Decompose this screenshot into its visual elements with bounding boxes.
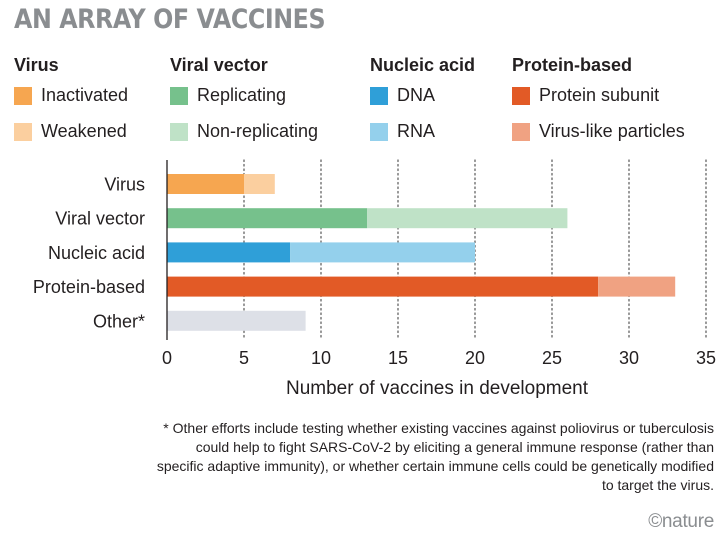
legend-group-protein-based: Protein-based Protein subunit Virus-like… xyxy=(512,54,685,141)
legend-swatch xyxy=(370,86,388,105)
category-label: Viral vector xyxy=(55,209,145,229)
x-tick-label: 10 xyxy=(311,348,331,368)
bar-segment-replicating xyxy=(167,208,368,229)
category-label: Virus xyxy=(104,175,145,195)
legend-group-virus: Virus Inactivated Weakened xyxy=(14,54,128,141)
bar-segment-rna xyxy=(290,242,475,263)
legend-label: Non-replicating xyxy=(197,121,319,141)
legend-group-title: Virus xyxy=(14,55,59,75)
credit: ©nature xyxy=(648,511,714,532)
legend-swatch xyxy=(170,86,188,105)
x-axis-label: Number of vaccines in development xyxy=(286,378,589,399)
legend-label: Virus-like particles xyxy=(539,121,685,141)
x-tick-label: 35 xyxy=(696,348,716,368)
legend-label: Replicating xyxy=(197,85,287,105)
bar-segment-protein-subunit xyxy=(167,276,599,297)
legend-swatch xyxy=(512,122,530,141)
bar-segment-inactivated xyxy=(167,174,244,194)
category-label: Protein-based xyxy=(33,277,145,297)
legend-item-non-replicating: Non-replicating xyxy=(170,121,318,142)
legend-item-protein-subunit: Protein subunit xyxy=(512,85,659,106)
legend-group-title: Nucleic acid xyxy=(370,55,476,75)
legend-item-virus-like-particles: Virus-like particles xyxy=(512,121,685,142)
legend-swatch xyxy=(512,86,530,105)
bar-segment-dna xyxy=(167,242,291,263)
legend-label: Inactivated xyxy=(41,85,129,105)
bar-segment-virus-like-particles xyxy=(598,276,676,297)
x-tick-label: 20 xyxy=(465,348,485,368)
legend-swatch xyxy=(14,86,32,105)
legend-swatch xyxy=(370,122,388,141)
legend: Virus Inactivated Weakened Viral vector … xyxy=(0,0,726,150)
x-tick-label: 0 xyxy=(162,348,172,368)
chart-title: AN ARRAY OF VACCINES xyxy=(14,4,326,35)
legend-label: Weakened xyxy=(41,121,127,141)
bar-segment-weakened xyxy=(244,174,275,194)
legend-item-replicating: Replicating xyxy=(170,85,286,106)
category-label: Nucleic acid xyxy=(48,243,145,263)
legend-group-title: Viral vector xyxy=(170,55,268,75)
legend-swatch xyxy=(14,122,32,141)
legend-group-title: Protein-based xyxy=(512,55,633,75)
bar-segment-other xyxy=(167,310,306,331)
x-tick-label: 5 xyxy=(239,348,249,368)
legend-label: DNA xyxy=(397,85,436,105)
legend-item-dna: DNA xyxy=(370,85,435,106)
x-tick-label: 25 xyxy=(542,348,562,368)
legend-swatch xyxy=(170,122,188,141)
bar-segment-non-replicating xyxy=(367,208,568,229)
legend-item-inactivated: Inactivated xyxy=(14,85,128,106)
footnote: * Other efforts include testing whether … xyxy=(156,420,714,493)
legend-label: Protein subunit xyxy=(539,85,660,105)
legend-group-viral-vector: Viral vector Replicating Non-replicating xyxy=(170,54,318,141)
x-tick-label: 15 xyxy=(388,348,408,368)
category-label: Other* xyxy=(93,311,145,331)
legend-label: RNA xyxy=(397,121,436,141)
legend-item-weakened: Weakened xyxy=(14,121,127,142)
x-tick-label: 30 xyxy=(619,348,639,368)
legend-item-rna: RNA xyxy=(370,121,435,142)
legend-group-nucleic-acid: Nucleic acid DNA RNA xyxy=(370,54,476,141)
